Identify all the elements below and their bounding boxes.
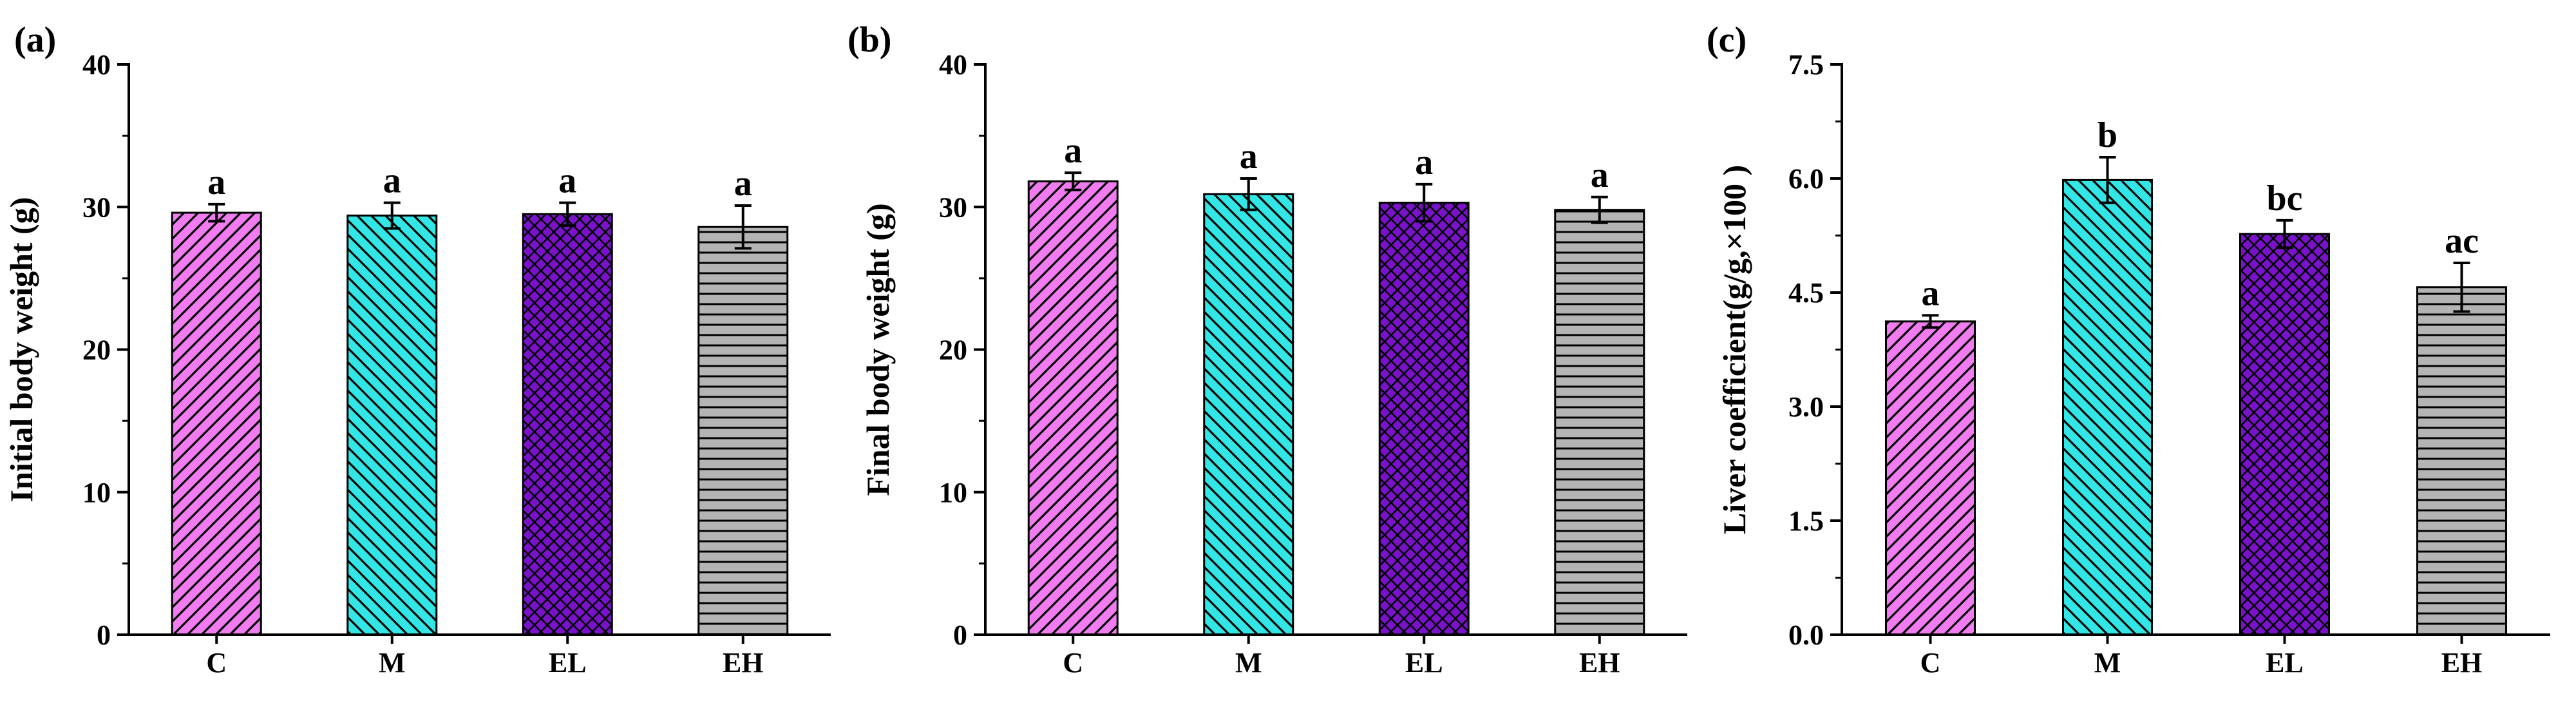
significance-label-C: a bbox=[207, 162, 225, 202]
bar-EL bbox=[1378, 202, 1470, 636]
significance-label-EL: a bbox=[1415, 142, 1433, 182]
y-tick-label: 6.0 bbox=[1788, 163, 1824, 195]
bar-EL bbox=[2239, 233, 2330, 636]
bar-M bbox=[346, 215, 438, 636]
x-tick-label-C: C bbox=[1920, 647, 1941, 679]
y-tick-label: 20 bbox=[939, 334, 967, 366]
significance-label-M: b bbox=[2098, 115, 2117, 155]
error-bar-C bbox=[208, 202, 225, 223]
y-tick-label: 40 bbox=[939, 49, 967, 81]
significance-label-EH: a bbox=[734, 164, 752, 204]
error-bar-EL bbox=[559, 201, 576, 227]
error-bar-EH bbox=[2453, 261, 2470, 313]
bar-EL bbox=[522, 213, 613, 636]
y-axis-title: Initial body weight (g) bbox=[3, 197, 39, 503]
y-tick-label: 30 bbox=[82, 191, 111, 223]
y-tick-label: 30 bbox=[939, 191, 967, 223]
y-tick-label: 10 bbox=[939, 477, 967, 508]
x-tick-label-EL: EL bbox=[1405, 647, 1443, 679]
y-tick-label: 4.5 bbox=[1788, 277, 1824, 309]
x-tick-label-EH: EH bbox=[723, 647, 764, 679]
error-bar-M bbox=[1240, 177, 1257, 211]
y-tick-label: 1.5 bbox=[1788, 505, 1824, 537]
y-tick-label: 20 bbox=[82, 334, 111, 366]
significance-label-EH: ac bbox=[2445, 221, 2479, 261]
error-bar-M bbox=[383, 201, 401, 230]
x-tick-label-M: M bbox=[379, 647, 406, 679]
x-tick-label-C: C bbox=[206, 647, 227, 679]
chart-panel-2: (b) a Ca Ma EL a EH 0 10 20 30 40 Final body weight … bbox=[848, 20, 1687, 679]
y-tick-label: 0.0 bbox=[1788, 619, 1824, 651]
x-tick-label-M: M bbox=[1235, 647, 1262, 679]
chart-panel-3: (c) a Cb Mbc EL ac EH 0.0 1.5 3.0 4.5 6.0 7.5 Liver c… bbox=[1707, 20, 2550, 679]
bar-EH bbox=[1554, 209, 1645, 636]
error-bar-M bbox=[2099, 155, 2116, 204]
error-bar-EL bbox=[1416, 182, 1433, 223]
significance-label-EL: a bbox=[558, 161, 576, 201]
y-tick-label: 40 bbox=[82, 49, 111, 81]
bar-C bbox=[1027, 180, 1119, 636]
panel-label: (c) bbox=[1707, 20, 1747, 60]
error-bar-C bbox=[1922, 314, 1939, 329]
y-tick-label: 10 bbox=[82, 477, 111, 508]
y-axis-title: Liver coefficient(g/g,×100 ) bbox=[1716, 165, 1752, 534]
bar-M bbox=[2062, 178, 2153, 636]
y-tick-label: 0 bbox=[97, 619, 111, 651]
significance-label-C: a bbox=[1922, 273, 1940, 313]
significance-label-EH: a bbox=[1591, 155, 1609, 195]
y-tick-label: 3.0 bbox=[1788, 391, 1824, 423]
x-tick-label-EL: EL bbox=[549, 647, 587, 679]
bar-C bbox=[171, 211, 262, 636]
significance-label-EL: bc bbox=[2267, 178, 2303, 218]
bar-EH bbox=[2416, 286, 2507, 636]
y-tick-label: 0 bbox=[953, 619, 967, 651]
y-tick-label: 7.5 bbox=[1788, 49, 1824, 81]
chart-panel-1: (a) a Ca Ma EL a EH 0 10 20 30 40 Initial body weigh… bbox=[3, 20, 831, 679]
panel-label: (a) bbox=[14, 20, 56, 60]
error-bar-C bbox=[1065, 171, 1082, 191]
significance-label-C: a bbox=[1064, 131, 1082, 171]
bar-C bbox=[1885, 320, 1976, 636]
bar-M bbox=[1203, 193, 1294, 636]
x-tick-label-M: M bbox=[2094, 647, 2121, 679]
bar-EH bbox=[697, 226, 789, 636]
error-bar-EH bbox=[1591, 195, 1608, 224]
x-tick-label-EH: EH bbox=[1579, 647, 1620, 679]
x-tick-label-C: C bbox=[1063, 647, 1083, 679]
error-bar-EH bbox=[734, 204, 752, 250]
significance-label-M: a bbox=[1240, 137, 1258, 177]
x-tick-label-EH: EH bbox=[2441, 647, 2483, 679]
x-tick-label-EL: EL bbox=[2266, 647, 2304, 679]
y-axis-title: Final body weight (g) bbox=[860, 203, 896, 496]
error-bar-EL bbox=[2276, 218, 2293, 249]
significance-label-M: a bbox=[383, 161, 401, 201]
panel-label: (b) bbox=[848, 20, 891, 60]
